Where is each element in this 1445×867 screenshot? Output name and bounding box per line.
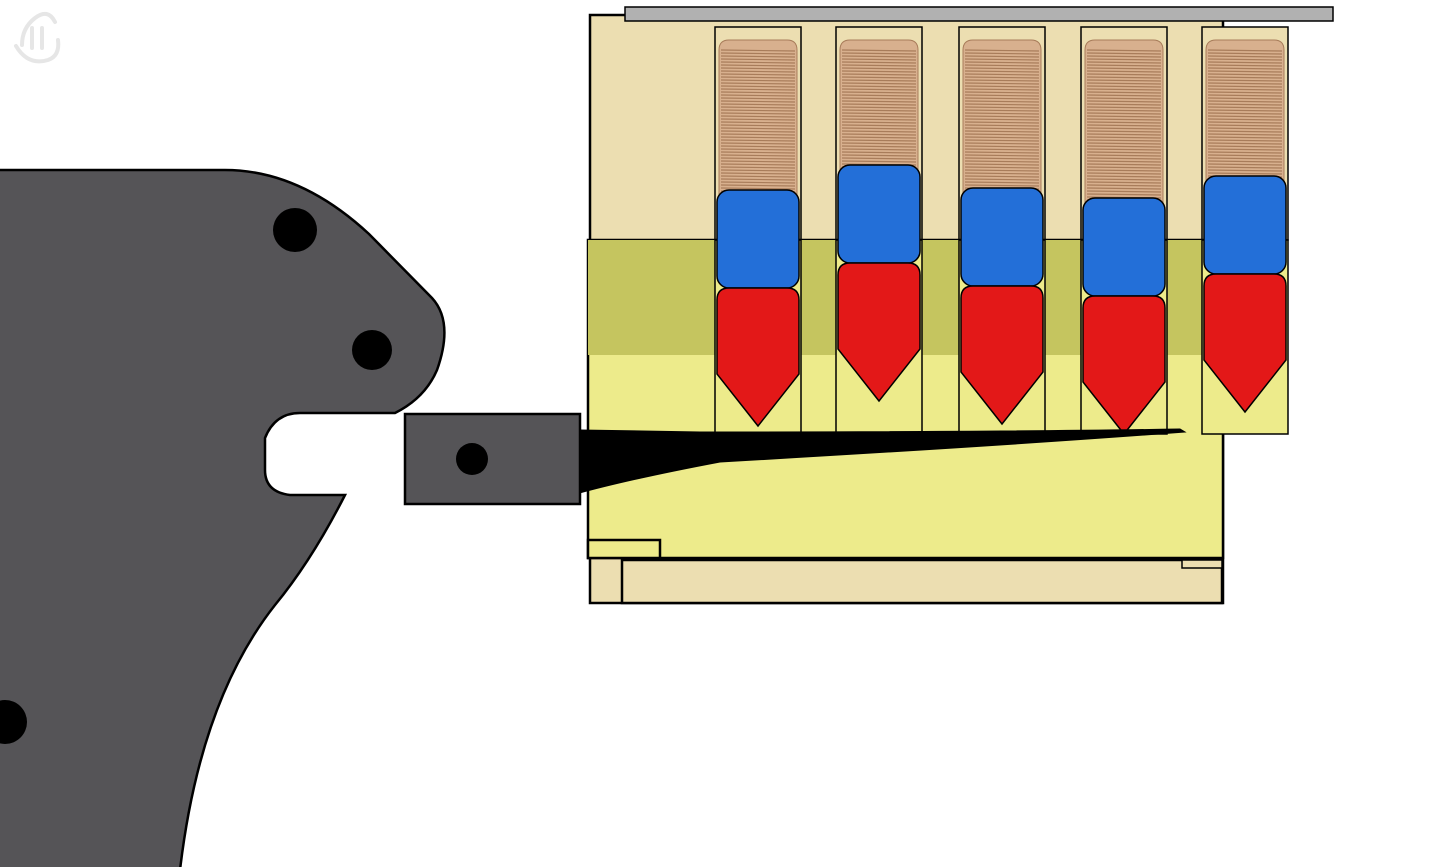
plug-tail xyxy=(622,560,1222,603)
driver-pin-3 xyxy=(961,188,1043,286)
gun-rivet-2 xyxy=(352,330,392,370)
driver-pin-2 xyxy=(838,165,920,263)
spring-2 xyxy=(840,40,918,175)
spring-4 xyxy=(1085,40,1163,208)
plug-nub xyxy=(588,540,660,558)
pick-pad xyxy=(405,414,580,504)
housing-cap xyxy=(625,7,1333,21)
driver-pin-1 xyxy=(717,190,799,288)
spring-1 xyxy=(719,40,797,200)
lock-plug xyxy=(588,240,1288,603)
spring-3 xyxy=(963,40,1041,198)
driver-pin-5 xyxy=(1204,176,1286,274)
pick-pad-rivet xyxy=(456,443,488,475)
spring-5 xyxy=(1206,40,1284,186)
gun-rivet-1 xyxy=(273,208,317,252)
driver-pin-4 xyxy=(1083,198,1165,296)
